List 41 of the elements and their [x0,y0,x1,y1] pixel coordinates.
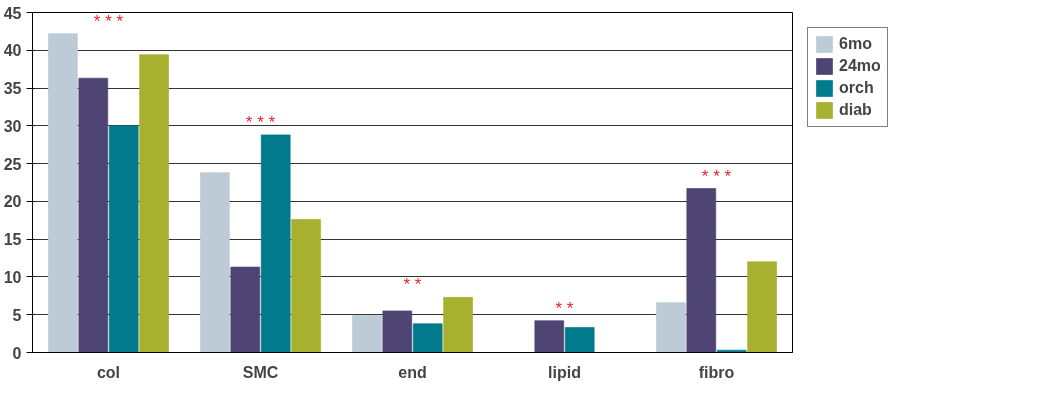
bar [534,320,565,353]
bar [139,54,169,353]
y-tick-label: 35 [3,80,22,98]
annotation: * * * [93,11,124,31]
bar [443,296,473,353]
legend-label: orch [839,79,874,97]
bar [686,188,717,353]
bar [230,266,261,353]
x-tick-label: fibro [698,363,735,381]
legend-label: 6mo [839,35,872,53]
y-tick-label: 0 [12,344,22,362]
y-tick-label: 30 [3,117,22,135]
y-tick-label: 15 [3,231,22,249]
bar [78,77,109,353]
bar [108,125,139,353]
y-tick-label: 25 [3,155,22,173]
y-tick-label: 10 [3,268,22,286]
bar [200,172,230,353]
bar [656,302,686,353]
bar [352,315,382,353]
y-tick-label: 5 [12,306,22,324]
bar [412,323,443,353]
bar [48,33,78,353]
annotation: * * [403,275,422,295]
legend-label: diab [839,101,872,119]
x-tick-label: col [96,363,121,381]
annotation: * * [555,298,574,318]
bar [382,310,413,353]
x-tick-label: SMC [242,363,279,381]
x-tick-label: end [398,363,427,381]
bar [747,261,777,353]
x-tick-label: lipid [548,363,581,381]
legend-label: 24mo [839,57,881,75]
annotation: * * * [245,112,276,132]
annotation: * * * [701,166,732,186]
bar [260,134,291,353]
y-tick-label: 40 [3,42,22,60]
y-tick-label: 45 [3,4,22,22]
y-tick-label: 20 [3,193,22,211]
bar [291,219,321,353]
bar [564,327,595,353]
